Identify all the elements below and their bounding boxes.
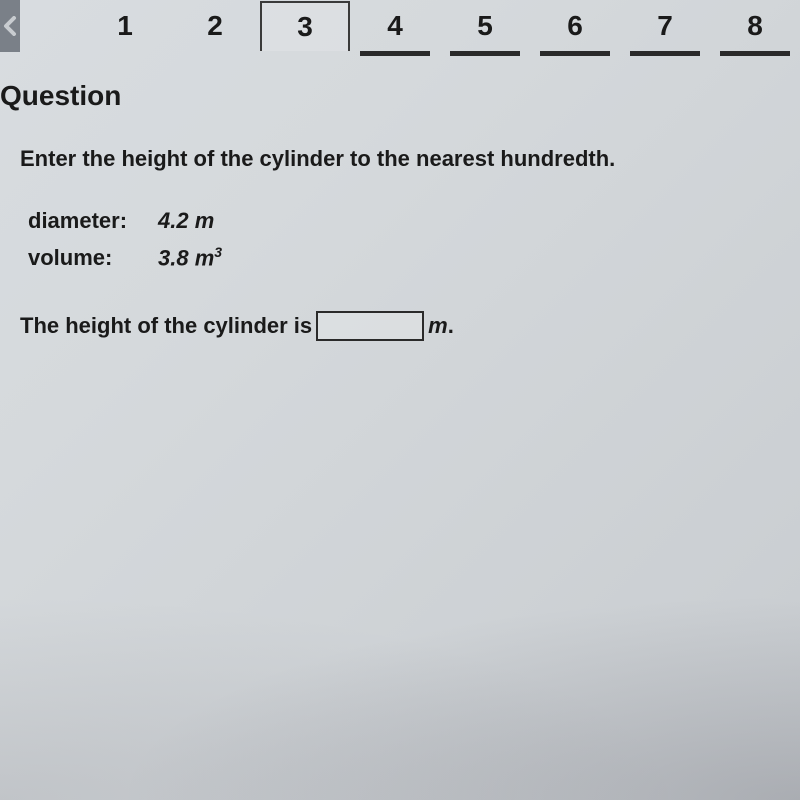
chevron-left-icon — [2, 16, 18, 36]
nav-item-3[interactable]: 3 — [260, 1, 350, 51]
nav-item-8[interactable]: 8 — [710, 2, 800, 50]
answer-prefix-text: The height of the cylinder is — [20, 313, 312, 339]
nav-underline — [540, 51, 610, 56]
nav-item-6[interactable]: 6 — [530, 2, 620, 50]
diameter-label: diameter: — [28, 208, 158, 234]
question-prompt: Enter the height of the cylinder to the … — [0, 146, 800, 172]
answer-unit: m — [428, 313, 448, 339]
nav-underline — [360, 51, 430, 56]
nav-underline — [720, 51, 790, 56]
nav-item-4[interactable]: 4 — [350, 2, 440, 50]
section-title: Question — [0, 80, 800, 112]
question-content: Question Enter the height of the cylinde… — [0, 52, 800, 341]
nav-underline — [450, 51, 520, 56]
nav-item-1[interactable]: 1 — [80, 2, 170, 50]
nav-items-container: 12345678 — [20, 1, 800, 51]
diameter-value: 4.2 m — [158, 208, 214, 234]
height-answer-input[interactable] — [316, 311, 424, 341]
nav-item-7[interactable]: 7 — [620, 2, 710, 50]
nav-item-5[interactable]: 5 — [440, 2, 530, 50]
diameter-row: diameter: 4.2 m — [28, 208, 800, 234]
volume-value-exponent: 3 — [214, 244, 222, 260]
nav-previous-button[interactable] — [0, 0, 20, 52]
nav-item-2[interactable]: 2 — [170, 2, 260, 50]
answer-suffix-text: . — [448, 313, 454, 339]
given-data: diameter: 4.2 m volume: 3.8 m3 — [0, 208, 800, 271]
volume-value-base: 3.8 m — [158, 245, 214, 270]
volume-row: volume: 3.8 m3 — [28, 244, 800, 271]
volume-value: 3.8 m3 — [158, 244, 222, 271]
question-nav-bar: 12345678 — [0, 0, 800, 52]
nav-underline — [630, 51, 700, 56]
volume-label: volume: — [28, 245, 158, 271]
answer-line: The height of the cylinder is m . — [0, 311, 800, 341]
